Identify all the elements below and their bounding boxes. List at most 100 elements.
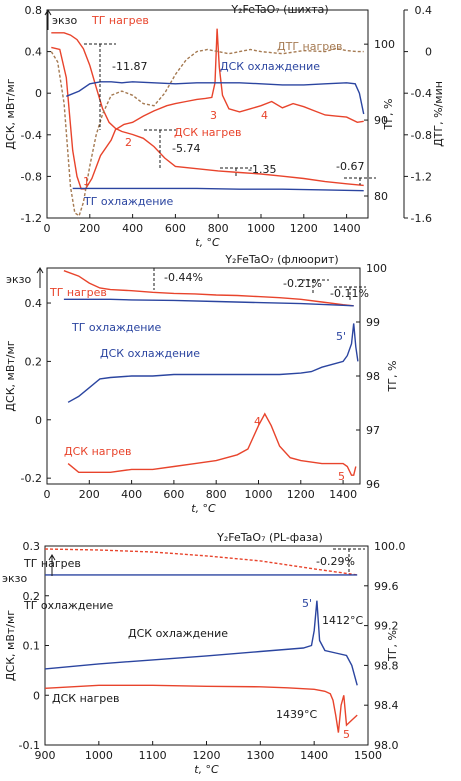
- panel1-x-tick-label: 200: [79, 222, 100, 235]
- panel3-label-dsc-heat: ДСК нагрев: [52, 692, 120, 705]
- panel3-x-tick-label: 1500: [354, 749, 382, 762]
- panel2-y2-tick-label: 96: [366, 478, 380, 491]
- panel1-label-dsc-heat: ДСК нагрев: [174, 126, 242, 139]
- panel2-mass-loss-label: -0.21%: [283, 277, 322, 290]
- panel1-y3-tick-label: 0.4: [415, 4, 433, 17]
- panel1-y-tick-label: 0.8: [25, 4, 43, 17]
- panel1-y3-tick-label: -0.8: [411, 129, 432, 142]
- panel1-y-axis-title: ДСК, мВт/мг: [4, 78, 17, 149]
- panel1-label-dsc-cool: ДСК охлаждение: [220, 60, 320, 73]
- panel1-x-tick-label: 1400: [333, 222, 361, 235]
- panel1-x-tick-label: 800: [208, 222, 229, 235]
- panel2-y-tick-label: 0: [35, 414, 42, 427]
- panel3-label-dsc-cool: ДСК охлаждение: [128, 627, 228, 640]
- panel1-y3-tick-label: -1.6: [411, 212, 432, 225]
- panel2-x-tick-label: 1200: [287, 488, 315, 501]
- panel2-peak-label: 5': [336, 330, 346, 343]
- panel3-y-axis-title: ДСК, мВт/мг: [4, 610, 17, 681]
- panel3-series-dsc-cool: [44, 600, 358, 686]
- panel2-chart-title: Y₂FeTaO₇ (флюорит): [224, 253, 338, 266]
- panel2-series-dsc-heat: [67, 412, 357, 476]
- panel2-y2-tick-label: 98: [366, 370, 380, 383]
- panel3-y2-tick-label: 98.0: [374, 739, 399, 752]
- panel1-y-tick-label: -1.2: [21, 212, 42, 225]
- panel3-exo-arrowhead: [48, 554, 56, 561]
- panel2-mass-loss-label: -0.11%: [330, 287, 369, 300]
- panel1-y-tick-label: -0.4: [21, 129, 42, 142]
- panel2-x-tick-label: 800: [206, 488, 227, 501]
- panel3-peak-label: 5': [302, 597, 312, 610]
- panel1-mass-loss-label: -5.74: [172, 142, 200, 155]
- panel2-peak-label: 4: [254, 415, 261, 428]
- panel1-y3-tick-label: 0: [425, 46, 432, 59]
- panel3-x-tick-label: 1400: [300, 749, 328, 762]
- panel3-y2-tick-label: 98.4: [374, 699, 399, 712]
- panel2-exo-arrowhead: [36, 267, 44, 274]
- panel2-label-dsc-heat: ДСК нагрев: [64, 445, 132, 458]
- panel3-label-exo: экзо: [2, 572, 28, 585]
- panel1-label-tg-heat: ТГ нагрев: [91, 14, 149, 27]
- panel2-y-tick-label: 0.4: [25, 297, 43, 310]
- panel1-plot-frame: [46, 9, 369, 219]
- panel2-x-axis-title: t, °C: [191, 502, 216, 515]
- panel3-temp-note: 1412°C: [322, 614, 363, 627]
- panel2-y-tick-label: -0.2: [21, 472, 42, 485]
- panel1-y-tick-label: -0.8: [21, 170, 42, 183]
- panel3-x-tick-label: 1300: [246, 749, 274, 762]
- panel1-exo-arrowhead: [44, 9, 52, 16]
- panel3-y2-tick-label: 98.8: [374, 659, 399, 672]
- panel1-y-tick-label: 0: [35, 87, 42, 100]
- panel1-label-tg-cool: ТГ охлаждение: [83, 195, 174, 208]
- panel1-x-tick-label: 0: [44, 222, 51, 235]
- panel2-y2-axis-title: ТГ, %: [386, 361, 399, 393]
- panel2-x-tick-label: 600: [163, 488, 184, 501]
- panel3-y2-tick-label: 99.2: [374, 620, 399, 633]
- panel1-mass-loss-label: -0.67: [336, 160, 364, 173]
- panel1-y3-tick-label: -1.2: [411, 170, 432, 183]
- panel1-x-tick-label: 400: [122, 222, 143, 235]
- panel2-label-tg-heat: ТГ нагрев: [49, 286, 107, 299]
- panel2-x-tick-label: 200: [79, 488, 100, 501]
- panel2-mass-loss-label: -0.44%: [164, 271, 203, 284]
- panel3-series-dsc-heat: [44, 684, 358, 733]
- panel3-mass-loss-label: -0.29%: [316, 555, 355, 568]
- panel1-y2-axis-title: ТГ, %: [382, 99, 395, 131]
- panel3-y-tick-label: 0.2: [23, 590, 41, 603]
- panel3-y-tick-label: 0.3: [23, 540, 41, 553]
- panel1-x-axis-title: t, °C: [195, 236, 220, 249]
- panel1-y3-tick-label: -0.4: [411, 87, 432, 100]
- panel2-label-exo: экзо: [6, 273, 32, 286]
- panel2-label-dsc-cool: ДСК охлаждение: [100, 347, 200, 360]
- panel2-series-tg-heat: [63, 270, 354, 307]
- panel3-peak-label: 5: [343, 728, 350, 741]
- panel2-label-tg-cool: ТГ охлаждение: [71, 321, 162, 334]
- panel3-x-tick-label: 1100: [139, 749, 167, 762]
- panel1-y2-tick-label: 80: [374, 190, 388, 203]
- panel1-peak-label: 1: [83, 175, 90, 188]
- panel1-series-dsc-cool: [66, 81, 365, 115]
- panel1-y2-tick-label: 100: [374, 38, 395, 51]
- panel2-y2-tick-label: 100: [366, 262, 387, 275]
- panel1-peak-label: 2: [125, 136, 132, 149]
- panel1-series-tg-heat: [51, 32, 364, 187]
- panel2-series-tg-cool: [63, 298, 354, 307]
- panel1-x-tick-label: 600: [165, 222, 186, 235]
- panel2-y2-tick-label: 97: [366, 424, 380, 437]
- panel3-plot-frame: [44, 545, 369, 746]
- panel2-x-tick-label: 1000: [244, 488, 272, 501]
- panel3-series-tg-heat: [44, 548, 358, 576]
- panel1-y3-axis-title: ДТГ, %/мин: [432, 81, 445, 147]
- panel2-peak-label: 5: [338, 470, 345, 483]
- panel3-x-tick-label: 1200: [193, 749, 221, 762]
- panel2-x-tick-label: 0: [44, 488, 51, 501]
- panel1-mass-loss-label: -1.35: [248, 163, 276, 176]
- panel2-x-tick-label: 1400: [329, 488, 357, 501]
- panel1-y2-tick-label: 90: [374, 114, 388, 127]
- panel1-x-tick-label: 1000: [247, 222, 275, 235]
- panel1-label-dtg-heat: ДТГ нагрев: [277, 40, 342, 53]
- panel3-y-tick-label: 0: [33, 689, 40, 702]
- panel1-chart-title: Y₂FeTaO₇ (шихта): [230, 3, 328, 16]
- panel2-y-axis-title: ДСК, мВт/мг: [4, 340, 17, 411]
- panel3-x-axis-title: t, °C: [194, 763, 219, 776]
- panel1-x-tick-label: 1200: [290, 222, 318, 235]
